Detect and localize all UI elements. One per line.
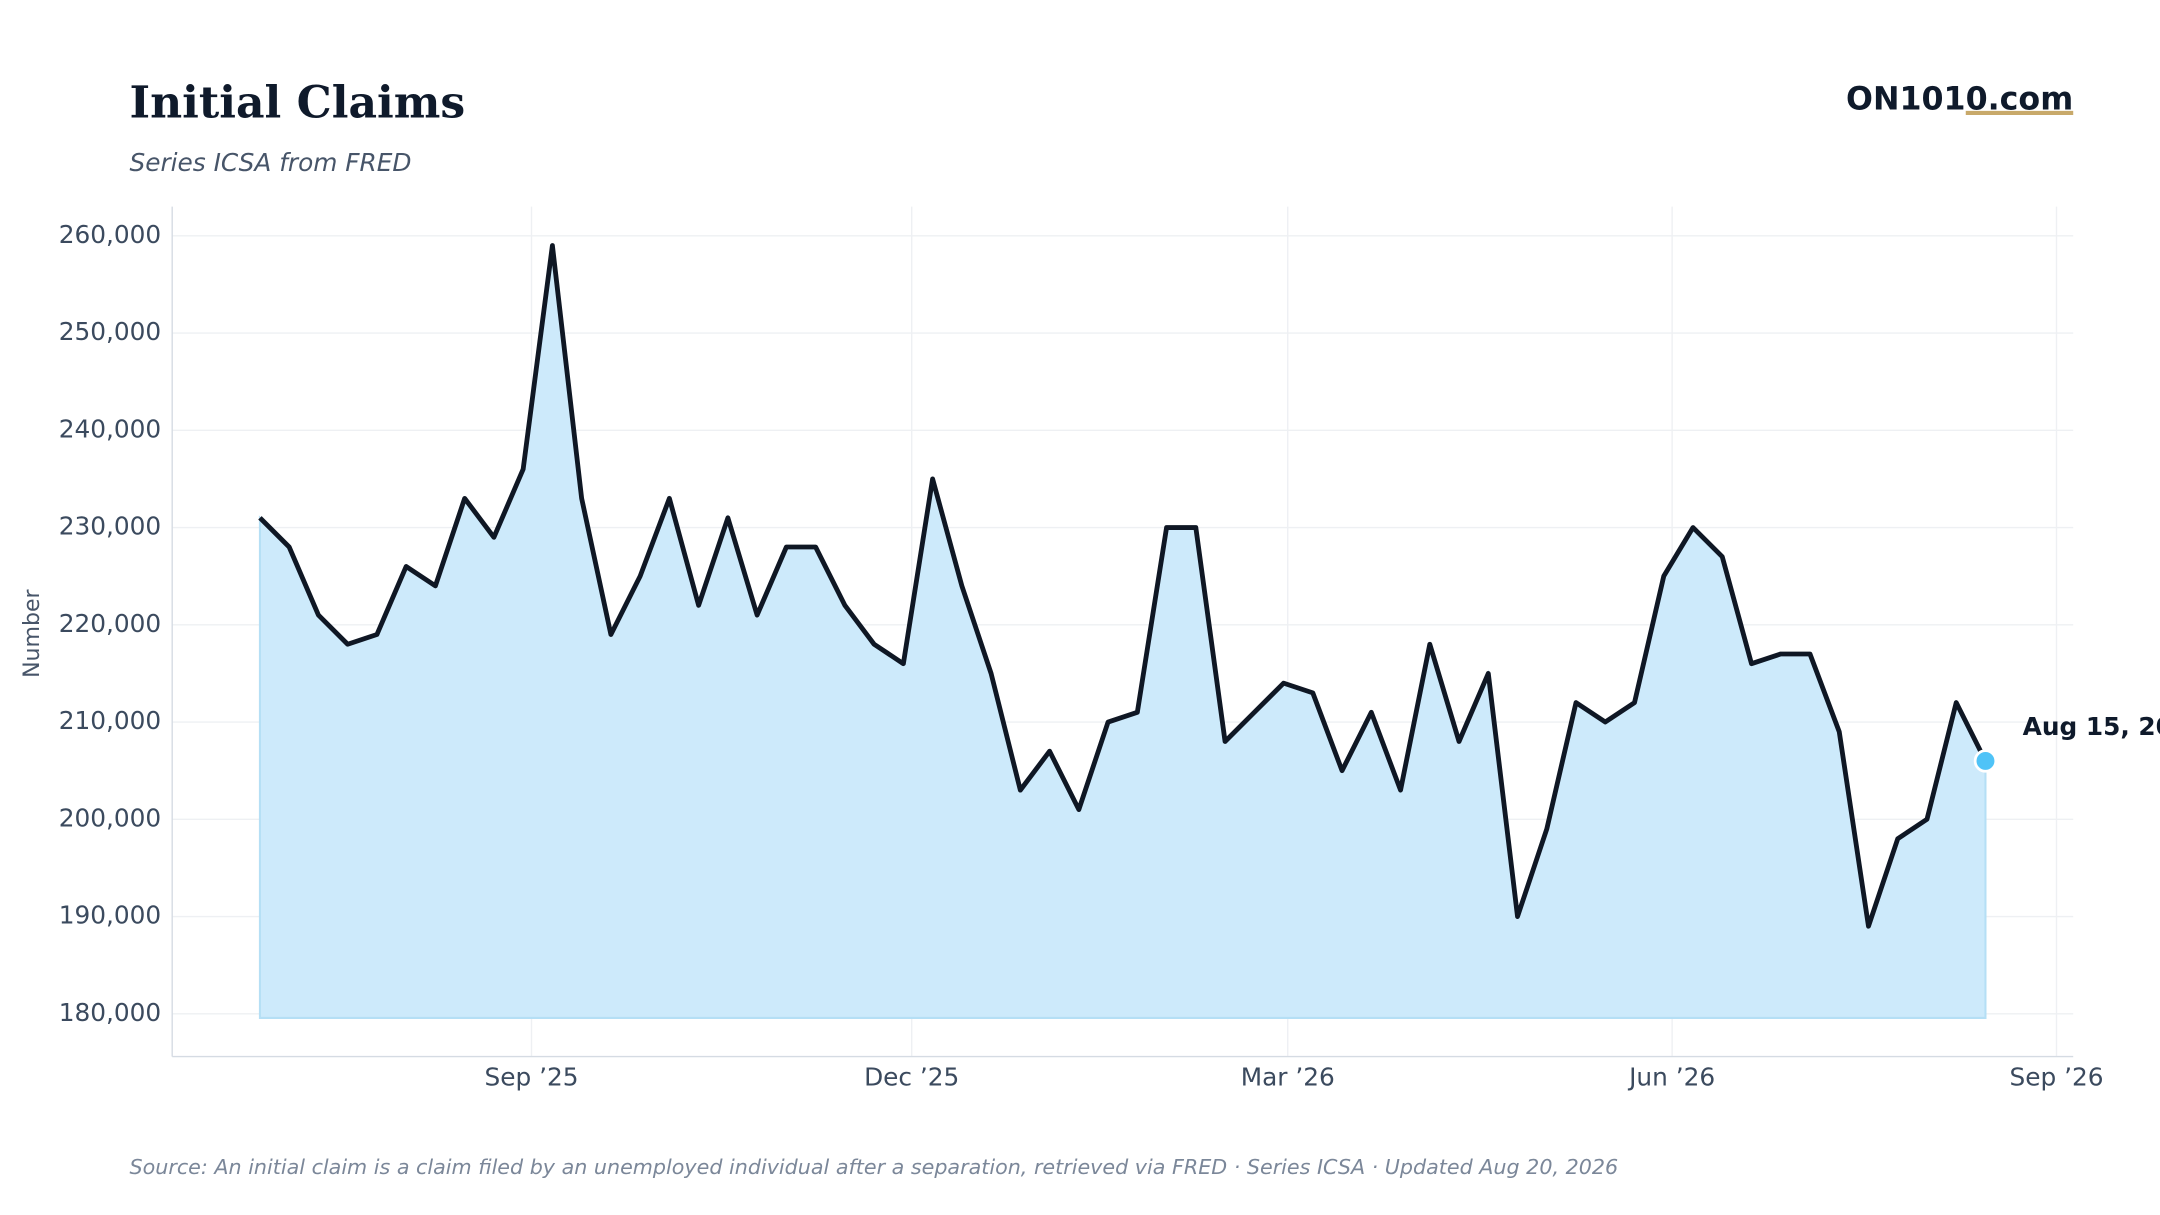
x-tick-label: Dec ’25: [864, 1063, 959, 1092]
y-tick-label: 210,000: [59, 706, 161, 735]
x-tick-label: Sep ’25: [485, 1063, 579, 1092]
y-tick-label: 180,000: [59, 998, 161, 1027]
chart-subtitle: Series ICSA from FRED: [129, 148, 411, 177]
source-note: Source: An initial claim is a claim file…: [129, 1155, 1618, 1179]
y-axis-label: Number: [20, 588, 45, 677]
line: [258, 243, 1988, 929]
x-tick-label: Mar ’26: [1241, 1063, 1335, 1092]
end-annotation: Aug 15, 2026: [2023, 712, 2160, 741]
x-tick-label: Jun ’26: [1627, 1063, 1715, 1092]
end-marker: [1973, 749, 1998, 773]
y-tick-label: 240,000: [59, 414, 161, 443]
area: [258, 245, 1987, 1019]
chart-title: Initial Claims: [129, 78, 465, 129]
y-tick-label: 220,000: [59, 609, 161, 638]
y-tick-label: 200,000: [59, 803, 161, 832]
y-tick-label: 250,000: [59, 317, 161, 346]
x-tick-label: Sep ’26: [2010, 1063, 2104, 1092]
y-tick-label: 190,000: [59, 901, 161, 930]
y-tick-label: 230,000: [59, 512, 161, 541]
y-tick-label: 260,000: [59, 220, 161, 249]
